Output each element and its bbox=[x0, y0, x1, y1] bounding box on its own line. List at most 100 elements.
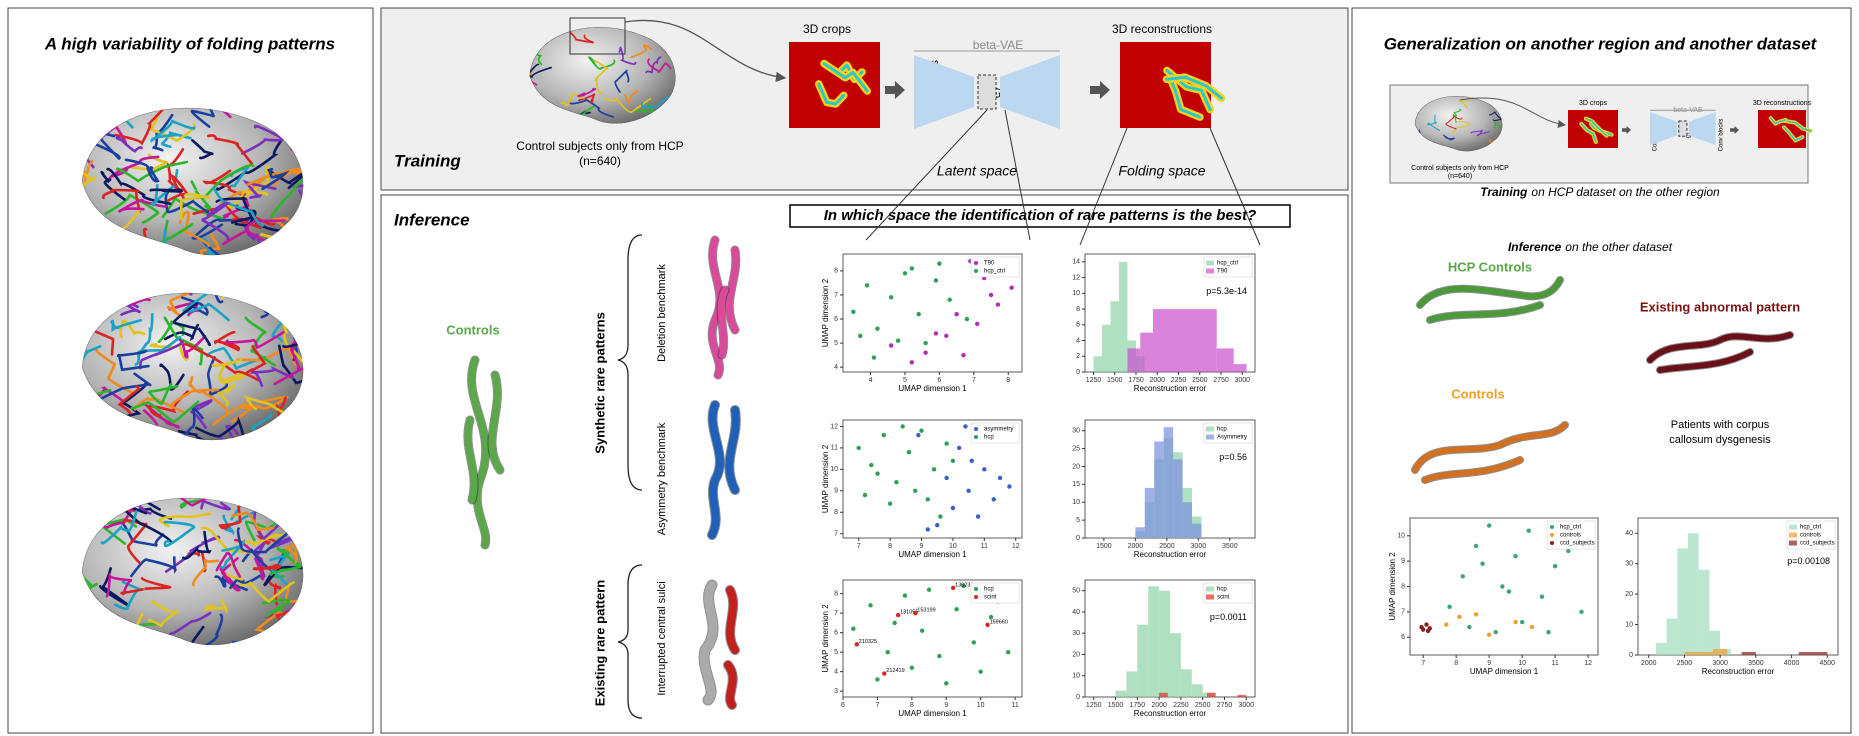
brain-surface bbox=[82, 292, 304, 441]
y-tick-label: 0 bbox=[1629, 652, 1633, 659]
y-tick-label: 10 bbox=[1072, 673, 1080, 680]
point bbox=[1552, 564, 1558, 569]
connector bbox=[1209, 127, 1261, 246]
y-tick-label: 7 bbox=[834, 610, 838, 617]
point bbox=[1539, 594, 1545, 599]
fold-render bbox=[1416, 276, 1564, 324]
sulcus-line bbox=[240, 124, 284, 155]
fold-piece bbox=[1412, 422, 1568, 473]
right-controls-label: Controls bbox=[1451, 386, 1504, 401]
point bbox=[1460, 574, 1465, 579]
legend-marker bbox=[1550, 533, 1554, 537]
sulcus-line bbox=[211, 358, 243, 380]
sulcus-line bbox=[640, 94, 676, 109]
right-title: Generalization on another region and ano… bbox=[1384, 34, 1818, 53]
point bbox=[969, 458, 974, 463]
point bbox=[950, 585, 956, 590]
point bbox=[894, 480, 899, 485]
x-tick-label: 4000 bbox=[1784, 660, 1800, 667]
y-tick-label: 10 bbox=[1072, 499, 1080, 506]
x-tick-label: 9 bbox=[920, 543, 924, 550]
point bbox=[916, 312, 921, 317]
point bbox=[906, 449, 912, 455]
point bbox=[1513, 553, 1518, 559]
hist-bar bbox=[1698, 569, 1710, 655]
sulcus-line bbox=[116, 349, 150, 372]
point bbox=[933, 278, 939, 283]
sulcus-line bbox=[152, 113, 174, 152]
point bbox=[944, 681, 949, 686]
y-tick-label: 5 bbox=[834, 340, 838, 347]
x-tick-label: 1750 bbox=[1128, 377, 1144, 384]
point bbox=[875, 471, 880, 476]
mini-caption: Control subjects only from HCP bbox=[1411, 165, 1509, 172]
hist-bar bbox=[1666, 618, 1678, 655]
legend-label: hcp_ctrl bbox=[984, 269, 1005, 275]
arrow bbox=[885, 81, 905, 99]
point bbox=[1424, 622, 1429, 627]
legend-box bbox=[970, 582, 1020, 604]
hist-bar bbox=[1154, 441, 1164, 538]
mini-crops: 3D crops bbox=[1579, 100, 1608, 107]
x-tick-label: 7 bbox=[875, 702, 879, 709]
connector bbox=[1079, 127, 1128, 246]
hist-bar bbox=[1144, 487, 1155, 538]
recon-label: 3D reconstructions bbox=[1112, 22, 1212, 36]
fold-render bbox=[698, 579, 719, 706]
x-tick-label: 6 bbox=[841, 702, 845, 709]
sulcus-line bbox=[587, 56, 616, 70]
x-tick-label: 7 bbox=[857, 543, 861, 550]
sulcus-line bbox=[230, 497, 261, 521]
y-tick-label: 10 bbox=[830, 466, 838, 473]
sulcus-line bbox=[560, 93, 585, 108]
sulcus-line bbox=[183, 342, 260, 382]
y-tick-label: 4 bbox=[1076, 337, 1080, 344]
sulcus-line bbox=[182, 292, 230, 322]
sulcus-line bbox=[128, 153, 169, 171]
y-tick-label: 25 bbox=[1072, 445, 1080, 452]
point bbox=[868, 603, 873, 608]
sulcus-line bbox=[231, 511, 275, 531]
y-tick-label: 7 bbox=[834, 531, 838, 538]
x-tick-label: 2750 bbox=[1213, 377, 1229, 384]
hist-bar bbox=[1178, 309, 1204, 372]
hist-bar bbox=[1216, 348, 1234, 372]
point bbox=[982, 467, 987, 472]
x-tick-label: 2500 bbox=[1159, 543, 1175, 550]
hist-bar bbox=[1684, 651, 1699, 655]
x-tick-label: 12 bbox=[1584, 660, 1592, 667]
point bbox=[854, 642, 859, 647]
fold-render bbox=[707, 235, 741, 380]
legend-label: T90 bbox=[984, 261, 995, 267]
benchmark-label: Deletion benchmark bbox=[656, 264, 668, 362]
benchmark-label: Interrupted central sulci bbox=[656, 581, 668, 695]
y-tick-label: 30 bbox=[1072, 630, 1080, 637]
sulcus-line bbox=[115, 160, 189, 183]
x-tick-label: 1500 bbox=[1108, 702, 1124, 709]
legend-marker bbox=[974, 435, 978, 439]
point bbox=[851, 626, 856, 631]
point bbox=[954, 312, 959, 317]
point bbox=[1493, 629, 1498, 635]
sulcus-line bbox=[149, 188, 183, 193]
hist-bar bbox=[1153, 309, 1179, 372]
fold-piece bbox=[468, 356, 490, 549]
sulcus-line bbox=[635, 103, 658, 117]
patients-label: callosum dysgenesis bbox=[1669, 434, 1771, 446]
y-tick-label: 30 bbox=[1625, 561, 1633, 568]
sulcus-line bbox=[239, 581, 295, 603]
point bbox=[892, 620, 897, 626]
hist-bar bbox=[1093, 356, 1102, 372]
sulcus-line bbox=[100, 510, 138, 545]
sulcus-line bbox=[267, 167, 304, 190]
hist-bar bbox=[1126, 671, 1138, 697]
y-tick-label: 20 bbox=[1072, 463, 1080, 470]
point bbox=[944, 333, 949, 339]
y-tick-label: 5 bbox=[834, 649, 838, 656]
hist-bar bbox=[1173, 459, 1183, 538]
sulcus-line bbox=[578, 93, 596, 104]
point bbox=[887, 501, 893, 506]
x-tick-label: 2500 bbox=[1195, 702, 1211, 709]
y-tick-label: 40 bbox=[1072, 609, 1080, 616]
sulcus-line bbox=[136, 312, 154, 358]
